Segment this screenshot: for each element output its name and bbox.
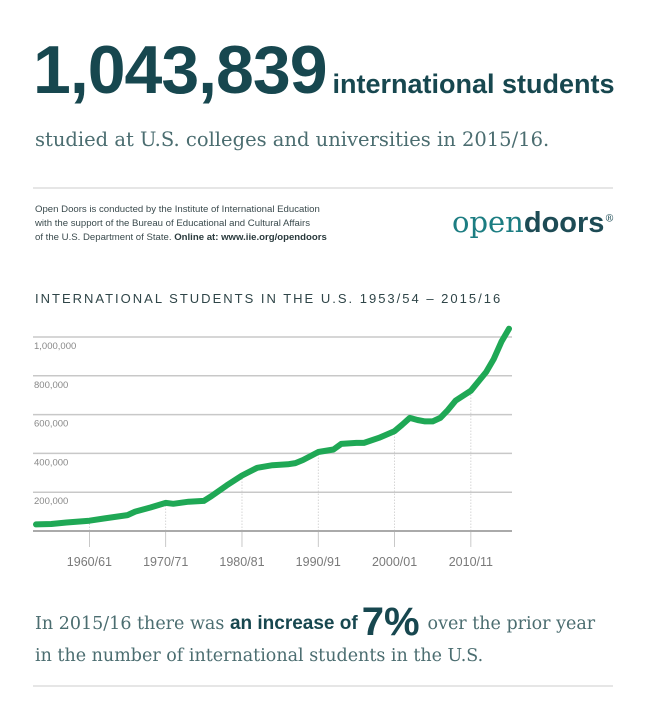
footer-text: over the prior year [427, 614, 596, 634]
x-tick-label: 2000/01 [372, 555, 417, 569]
total-unit: international students [332, 69, 615, 99]
online-link[interactable]: Online at: www.iie.org/opendoors [174, 232, 327, 243]
x-tick-label: 1960/61 [67, 555, 112, 569]
y-tick-label: 200,000 [34, 496, 68, 507]
x-tick-label: 1990/91 [296, 555, 341, 569]
logo-part: open [452, 205, 524, 239]
footer-bold: an increase of [229, 613, 358, 634]
credit-line-text: of the U.S. Department of State. [35, 232, 172, 243]
headline: 1,043,839 international students [33, 34, 615, 120]
footer-line-2: in the number of international students … [35, 646, 484, 666]
divider [33, 187, 613, 189]
credit-line: of the U.S. Department of State. Online … [35, 231, 327, 245]
y-tick-label: 800,000 [34, 380, 68, 391]
credit-line: Open Doors is conducted by the Institute… [35, 204, 320, 215]
increase-percent: 7% [361, 600, 420, 644]
y-tick-label: 400,000 [34, 457, 68, 468]
credit-line: with the support of the Bureau of Educat… [35, 218, 311, 229]
line-chart: 1960/61 1970/71 1980/81 1990/91 2000/01 2010/… [33, 325, 512, 569]
x-tick-label: 2010/11 [449, 555, 493, 569]
series-line [33, 325, 512, 528]
x-tick-label: 1980/81 [219, 555, 264, 569]
footer-text: In 2015/16 there was [35, 614, 225, 634]
footer-line-1: In 2015/16 there was an increase of 7% ove… [35, 600, 595, 645]
x-tick-label: 1970/71 [143, 555, 188, 569]
subtitle: studied at U.S. colleges and universitie… [35, 128, 550, 151]
y-tick-label: 600,000 [34, 419, 68, 430]
total-count: 1,043,839 [33, 32, 328, 108]
registered-mark: ® [604, 213, 615, 225]
y-tick-label: 1,000,000 [34, 341, 76, 352]
divider [33, 685, 613, 687]
chart-title: INTERNATIONAL STUDENTS IN THE U.S. 1953/… [35, 291, 503, 306]
credit-text: Open Doors is conducted by the Institute… [35, 203, 327, 245]
opendoors-logo: opendoors® [452, 205, 614, 240]
logo-part: doors [523, 207, 605, 239]
